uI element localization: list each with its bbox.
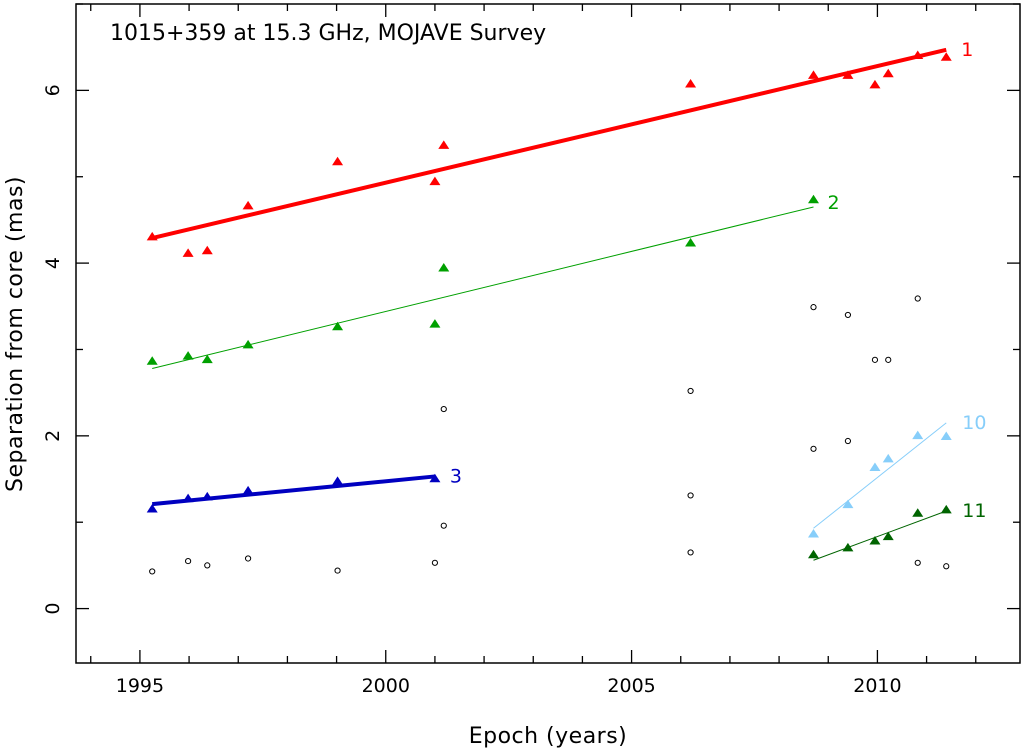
data-point-series-1 (940, 52, 952, 61)
axis-ticks (76, 3, 1020, 663)
data-point-series-1 (182, 248, 194, 257)
data-point-unidentified (149, 568, 156, 575)
data-point-series-10 (808, 529, 819, 538)
data-point-series-1 (332, 156, 344, 166)
series-label-3: 3 (450, 465, 462, 487)
data-point-series-2 (808, 194, 819, 204)
data-point-unidentified (810, 304, 817, 311)
data-point-series-1 (842, 70, 854, 79)
data-point-series-10 (912, 430, 924, 440)
data-point-series-3 (201, 491, 213, 501)
series-label-1: 1 (961, 39, 973, 61)
data-point-series-1 (429, 176, 441, 186)
data-point-series-1 (685, 79, 697, 88)
series-label-11: 11 (962, 500, 986, 522)
fit-line-1 (151, 47, 947, 241)
data-point-unidentified (914, 295, 921, 302)
data-point-series-11 (869, 535, 881, 545)
data-point-series-10 (869, 462, 881, 472)
data-point-series-2 (438, 263, 450, 272)
axis-tick-labels: 1995 2000 2005 2010 0 2 4 6 (42, 84, 902, 697)
x-axis-title: Epoch (years) (469, 724, 628, 749)
data-point-unidentified (204, 562, 211, 569)
series-labels: 1 2 3 10 11 (450, 39, 987, 522)
chart-title: 1015+359 at 15.3 GHz, MOJAVE Survey (110, 21, 546, 46)
y-tick-label: 2 (42, 430, 64, 442)
data-point-unidentified (687, 492, 694, 499)
data-point-unidentified (244, 555, 252, 562)
data-point-series-10 (882, 453, 894, 463)
plot-frame (75, 3, 1021, 664)
data-point-series-1 (869, 79, 881, 89)
series-label-10: 10 (962, 412, 986, 434)
y-tick-label: 4 (42, 257, 64, 269)
data-point-unidentified (844, 311, 852, 319)
data-point-series-1 (242, 200, 254, 210)
data-point-series-11 (808, 549, 819, 559)
data-point-unidentified (810, 445, 817, 452)
x-tick-label: 2010 (853, 675, 901, 697)
data-point-series-3 (332, 476, 344, 485)
data-point-unidentified (431, 559, 439, 566)
data-point-series-11 (882, 531, 894, 541)
data-point-series-2 (685, 237, 697, 247)
fit-line-3 (152, 474, 436, 507)
x-tick-label: 1995 (116, 675, 164, 697)
data-point-unidentified (943, 563, 950, 570)
data-point-unidentified (914, 559, 921, 566)
data-point-unidentified (440, 522, 447, 529)
y-tick-label: 0 (42, 603, 64, 615)
data-point-unidentified (687, 549, 694, 556)
series-label-2: 2 (828, 192, 840, 214)
data-point-unidentified (871, 356, 879, 363)
data-point-series-1 (438, 140, 450, 149)
data-point-series-11 (940, 504, 952, 514)
y-tick-label: 6 (42, 84, 64, 96)
data-point-unidentified (334, 567, 341, 574)
fit-line-2 (152, 206, 814, 369)
data-point-series-2 (146, 356, 158, 365)
data-point-series-3 (146, 503, 158, 513)
data-point-series-1 (808, 70, 819, 79)
data-point-series-11 (912, 508, 924, 517)
data-point-series-10 (940, 431, 952, 440)
y-axis-title: Separation from core (mas) (3, 176, 28, 492)
data-point-series-2 (201, 354, 213, 364)
fit-line-11 (813, 510, 947, 561)
data-point-series-10 (842, 499, 854, 509)
data-markers (146, 50, 952, 575)
data-point-series-3 (242, 485, 254, 495)
x-tick-label: 2000 (362, 675, 410, 697)
data-point-series-3 (429, 473, 441, 483)
data-point-series-1 (882, 68, 894, 78)
data-point-unidentified (844, 437, 852, 445)
data-point-series-2 (182, 351, 194, 360)
data-point-unidentified (185, 557, 192, 565)
fit-lines (151, 47, 947, 561)
data-point-series-1 (201, 245, 213, 255)
data-point-series-3 (182, 493, 194, 503)
data-point-series-1 (912, 50, 924, 60)
fit-line-10 (813, 422, 947, 529)
data-point-series-11 (842, 542, 854, 552)
data-point-unidentified (687, 387, 694, 395)
data-point-unidentified (885, 356, 892, 363)
data-point-series-2 (332, 321, 344, 331)
data-point-series-1 (146, 231, 158, 241)
data-point-series-2 (429, 319, 441, 328)
data-point-series-2 (242, 339, 254, 349)
x-tick-label: 2005 (607, 675, 655, 697)
data-point-unidentified (440, 405, 447, 413)
